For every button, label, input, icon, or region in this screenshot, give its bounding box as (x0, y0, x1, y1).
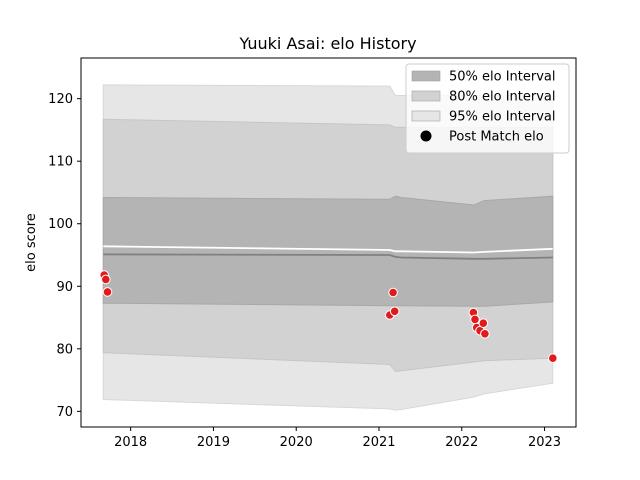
plot-area (99, 84, 558, 411)
x-tick-label: 2018 (114, 435, 147, 450)
data-point (480, 329, 490, 339)
x-tick-label: 2023 (528, 435, 561, 450)
x-tick-label: 2020 (280, 435, 313, 450)
legend-label: 80% elo Interval (449, 90, 556, 105)
data-point (102, 287, 113, 297)
legend-swatch (411, 90, 441, 102)
x-tick-label: 2021 (362, 435, 395, 450)
y-tick-label: 90 (56, 280, 73, 295)
y-tick-label: 120 (48, 92, 73, 107)
points-layer (99, 270, 558, 364)
legend-swatch (411, 70, 441, 82)
legend: 50% elo Interval 80% elo Interval 95% elo … (405, 63, 570, 154)
data-point (389, 306, 400, 317)
data-point (388, 287, 398, 298)
y-tick-label: 70 (56, 405, 73, 420)
bands-layer (102, 84, 554, 411)
chart-title: Yuuki Asai: elo History (238, 34, 416, 53)
x-axis: 2018 2019 2020 2021 2022 2023 (114, 427, 561, 450)
legend-box (405, 63, 570, 154)
data-point (548, 353, 558, 364)
lines-layer (103, 245, 553, 260)
data-point (470, 314, 480, 325)
legend-label: 50% elo Interval (449, 70, 556, 85)
y-tick-label: 110 (48, 155, 73, 170)
y-tick-label: 80 (56, 342, 73, 357)
x-tick-label: 2022 (445, 435, 478, 450)
legend-label: 95% elo Interval (449, 110, 556, 125)
y-axis-label: elo score (24, 213, 39, 272)
legend-marker (420, 130, 432, 142)
y-tick-label: 100 (48, 217, 73, 232)
x-tick-label: 2019 (197, 435, 230, 450)
data-point (478, 318, 489, 329)
mean-line (103, 253, 553, 260)
band-50 (102, 195, 554, 307)
y-axis: 70 80 90 100 110 120 (48, 92, 81, 420)
data-point (101, 274, 111, 285)
legend-swatch (411, 110, 441, 122)
axes-frame (80, 57, 577, 428)
legend-label: Post Match elo (449, 130, 544, 145)
upper-line (103, 245, 553, 254)
